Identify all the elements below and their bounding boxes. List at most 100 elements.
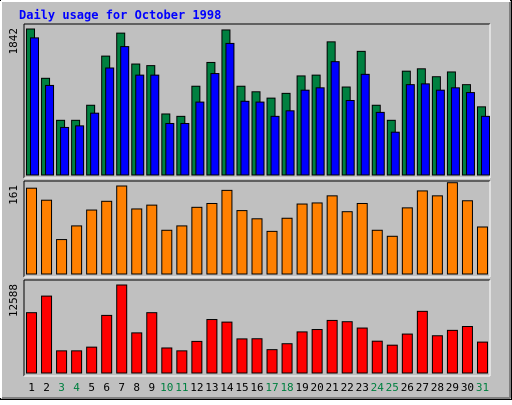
bar-hits-files-series2-day-29 xyxy=(450,87,460,176)
bar-hits-files-series2-day-19 xyxy=(300,89,310,176)
bar-hits-files-series2-day-26 xyxy=(405,84,415,176)
bar-kbytes-series1-day-12 xyxy=(191,340,203,374)
bar-hits-files-series2-day-9 xyxy=(150,74,160,176)
bar-kbytes-series1-day-10 xyxy=(161,347,173,374)
bar-sites-series1-day-6 xyxy=(101,200,113,275)
bar-kbytes-series1-day-17 xyxy=(266,349,278,374)
bar-sites-series1-day-24 xyxy=(371,229,383,275)
panel-max-label: 12588 xyxy=(7,284,20,317)
x-tick-label-day-15: 15 xyxy=(235,381,248,394)
bar-hits-files-series2-day-14 xyxy=(225,42,235,176)
bar-kbytes-series1-day-9 xyxy=(146,312,158,374)
bar-sites-series1-day-3 xyxy=(56,239,68,275)
bar-hits-files-series2-day-23 xyxy=(360,73,370,176)
bar-hits-files-series2-day-30 xyxy=(465,92,475,176)
bar-kbytes-series1-day-30 xyxy=(461,326,473,374)
bar-kbytes-series1-day-7 xyxy=(116,284,128,374)
x-tick-label-day-1: 1 xyxy=(28,381,35,394)
x-tick-label-day-24: 24 xyxy=(371,381,385,394)
bar-kbytes-series1-day-14 xyxy=(221,321,233,374)
panel-max-label: 1842 xyxy=(7,28,20,55)
bar-hits-files-series2-day-15 xyxy=(240,100,250,176)
bar-hits-files-series2-day-3 xyxy=(60,126,70,176)
panel-hits-files: 1842 xyxy=(7,23,491,179)
bar-hits-files-series2-day-6 xyxy=(105,67,115,176)
bar-hits-files-series2-day-22 xyxy=(345,99,355,176)
bar-hits-files-series2-day-16 xyxy=(255,101,265,176)
panels-layer: 1842 161 12588 xyxy=(7,23,491,377)
bar-kbytes-series1-day-11 xyxy=(176,350,188,374)
bar-sites-series1-day-2 xyxy=(41,199,53,275)
x-tick-label-day-8: 8 xyxy=(133,381,140,394)
bar-kbytes-series1-day-6 xyxy=(101,314,113,374)
x-tick-label-day-3: 3 xyxy=(58,381,65,394)
bar-hits-files-series2-day-12 xyxy=(195,101,205,176)
panel-sites: 161 xyxy=(7,180,491,278)
x-tick-label-day-30: 30 xyxy=(461,381,474,394)
bar-hits-files-series2-day-8 xyxy=(135,74,145,176)
bar-sites-series1-day-9 xyxy=(146,204,158,275)
bar-kbytes-series1-day-18 xyxy=(281,343,293,374)
bar-sites-series1-day-30 xyxy=(461,200,473,275)
panel-kbytes: 12588 xyxy=(7,279,491,377)
x-tick-label-day-28: 28 xyxy=(431,381,444,394)
bar-hits-files-series2-day-18 xyxy=(285,110,295,176)
x-tick-label-day-13: 13 xyxy=(205,381,218,394)
bar-hits-files-series2-day-11 xyxy=(180,122,190,176)
x-tick-label-day-2: 2 xyxy=(43,381,50,394)
bar-hits-files-series2-day-17 xyxy=(270,115,280,176)
bar-hits-files-series2-day-31 xyxy=(480,115,490,176)
x-tick-label-day-11: 11 xyxy=(175,381,188,394)
bar-kbytes-series1-day-29 xyxy=(446,329,458,374)
bar-kbytes-series1-day-3 xyxy=(56,350,68,374)
bar-sites-series1-day-29 xyxy=(446,182,458,275)
bar-hits-files-series2-day-21 xyxy=(330,61,340,176)
bar-hits-files-series2-day-25 xyxy=(390,131,400,176)
bar-hits-files-series2-day-13 xyxy=(210,73,220,176)
bar-kbytes-series1-day-24 xyxy=(371,340,383,374)
x-tick-label-day-17: 17 xyxy=(265,381,278,394)
bar-kbytes-series1-day-23 xyxy=(356,327,368,374)
bar-kbytes-series1-day-19 xyxy=(296,331,308,374)
bar-hits-files-series2-day-7 xyxy=(120,46,130,176)
bar-hits-files-series2-day-27 xyxy=(420,83,430,176)
bar-kbytes-series1-day-27 xyxy=(416,310,428,374)
bar-hits-files-series2-day-28 xyxy=(435,89,445,176)
bar-sites-series1-day-21 xyxy=(326,195,338,275)
bar-kbytes-series1-day-13 xyxy=(206,319,218,374)
x-tick-label-day-5: 5 xyxy=(88,381,95,394)
bar-kbytes-series1-day-22 xyxy=(341,321,353,374)
bar-sites-series1-day-20 xyxy=(311,202,323,275)
chart-title: Daily usage for October 1998 xyxy=(19,8,221,22)
bar-kbytes-series1-day-2 xyxy=(41,295,53,374)
x-tick-label-day-7: 7 xyxy=(118,381,125,394)
x-tick-label-day-29: 29 xyxy=(446,381,459,394)
x-tick-label-day-31: 31 xyxy=(476,381,489,394)
bar-kbytes-series1-day-16 xyxy=(251,338,263,374)
bar-kbytes-series1-day-8 xyxy=(131,332,143,374)
x-tick-label-day-18: 18 xyxy=(280,381,293,394)
bar-kbytes-series1-day-25 xyxy=(386,344,398,374)
x-tick-label-day-19: 19 xyxy=(295,381,308,394)
bar-hits-files-series2-day-5 xyxy=(90,112,100,176)
bar-sites-series1-day-14 xyxy=(221,189,233,275)
bar-kbytes-series1-day-28 xyxy=(431,335,443,374)
bar-hits-files-series2-day-4 xyxy=(75,125,85,176)
x-tick-label-day-26: 26 xyxy=(401,381,414,394)
bar-kbytes-series1-day-31 xyxy=(476,341,488,374)
bar-kbytes-series1-day-15 xyxy=(236,338,248,374)
bar-sites-series1-day-26 xyxy=(401,207,413,275)
bar-sites-series1-day-13 xyxy=(206,202,218,275)
bar-sites-series1-day-16 xyxy=(251,218,263,275)
bar-sites-series1-day-7 xyxy=(116,185,128,275)
bar-sites-series1-day-5 xyxy=(86,209,98,275)
bar-sites-series1-day-1 xyxy=(26,187,38,275)
bar-sites-series1-day-31 xyxy=(476,226,488,275)
bar-sites-series1-day-15 xyxy=(236,210,248,275)
x-tick-label-day-27: 27 xyxy=(416,381,429,394)
bar-sites-series1-day-23 xyxy=(356,202,368,275)
x-tick-label-day-14: 14 xyxy=(220,381,234,394)
bar-kbytes-series1-day-21 xyxy=(326,319,338,374)
x-tick-label-day-21: 21 xyxy=(326,381,339,394)
